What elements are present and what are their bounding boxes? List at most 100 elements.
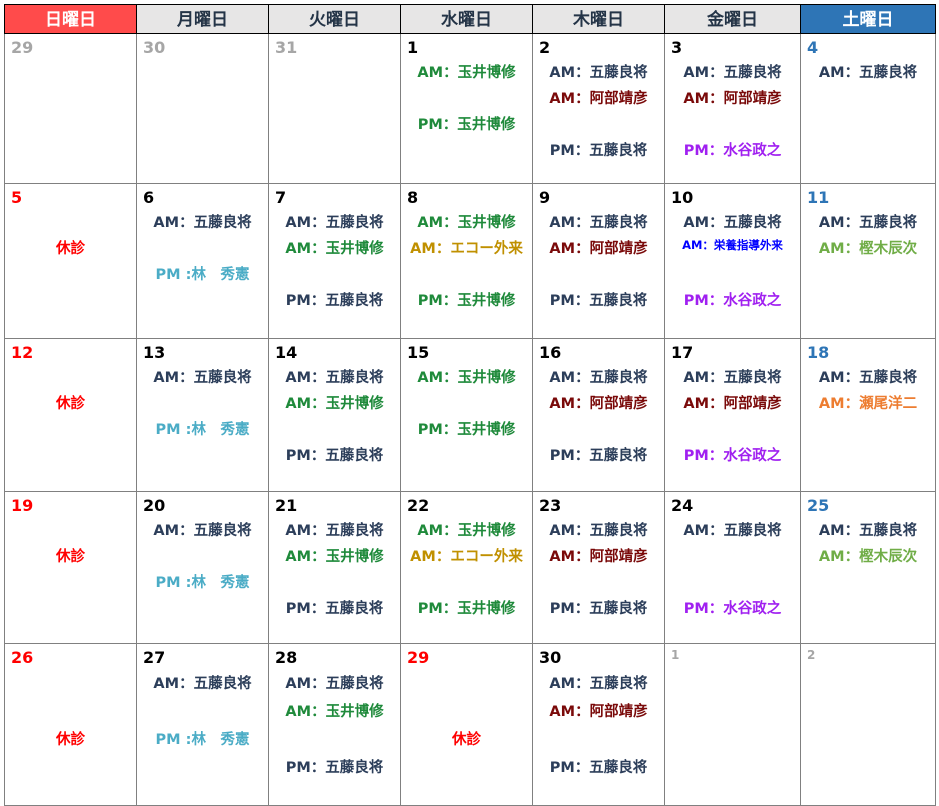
doctor-schedule-entry: PM :林 秀憲 xyxy=(155,732,250,748)
day-number: 2 xyxy=(539,38,551,57)
doctor-schedule-entry: PM：五藤良将 xyxy=(285,293,384,309)
doctor-schedule-entry: AM：エコー外来 xyxy=(410,241,523,257)
doctor-schedule-entry: AM：樫木辰次 xyxy=(818,549,918,565)
day-number: 27 xyxy=(143,648,166,667)
doctor-schedule-entry: AM：五藤良将 xyxy=(683,523,782,539)
day-cell: 28 AM：五藤良将 AM：玉井博修 PM：五藤良将 xyxy=(268,643,401,806)
day-cell: 10 AM：五藤良将 AM：栄養指導外来 PM：水谷政之 xyxy=(664,183,801,339)
day-number: 5 xyxy=(11,188,23,207)
day-cell: 3 AM：五藤良将 AM：阿部靖彦 PM：水谷政之 xyxy=(664,33,801,184)
doctor-schedule-entry: AM：五藤良将 xyxy=(683,215,782,231)
day-number: 7 xyxy=(275,188,287,207)
closed-label: 休診 xyxy=(452,732,481,748)
day-number: 3 xyxy=(671,38,683,57)
day-number: 26 xyxy=(11,648,34,667)
day-number: 11 xyxy=(807,188,830,207)
day-number: 2 xyxy=(807,648,816,662)
day-number: 29 xyxy=(407,648,430,667)
day-cell: 4 AM：五藤良将 xyxy=(800,33,936,184)
day-cell: 23 AM：五藤良将 AM：阿部靖彦 PM：五藤良将 xyxy=(532,491,665,644)
calendar-week-row: 19 休診 20 AM：五藤良将 PM :林 秀憲 21 AM：五藤良将 AM：玉井博修 PM：… xyxy=(4,491,936,644)
doctor-schedule-entry: AM：阿部靖彦 xyxy=(549,396,648,412)
doctor-schedule-entry: AM：玉井博修 xyxy=(285,241,384,257)
day-cell: 29 xyxy=(4,33,137,184)
doctor-schedule-entry: PM：玉井博修 xyxy=(417,293,516,309)
doctor-schedule-entry: AM：五藤良将 xyxy=(818,370,918,386)
doctor-schedule-entry: AM：玉井博修 xyxy=(417,65,516,81)
calendar-week-row: 5 休診 6 AM：五藤良将 PM :林 秀憲 7 AM：五藤良将 AM：玉井博修 PM：五藤良… xyxy=(4,183,936,339)
doctor-schedule-entry: AM：五藤良将 xyxy=(818,523,918,539)
day-cell: 31 xyxy=(268,33,401,184)
doctor-schedule-entry: AM：瀬尾洋二 xyxy=(818,396,918,412)
doctor-schedule-entry: AM：玉井博修 xyxy=(417,523,516,539)
doctor-schedule-entry: AM：五藤良将 xyxy=(153,676,252,692)
calendar-week-row: 12 休診 13 AM：五藤良将 PM :林 秀憲 14 AM：五藤良将 AM：玉井博修 PM：… xyxy=(4,338,936,492)
doctor-schedule-entry: AM：樫木辰次 xyxy=(818,241,918,257)
doctor-schedule-entry: PM：水谷政之 xyxy=(683,143,782,159)
day-number: 18 xyxy=(807,343,830,362)
day-cell: 19 休診 xyxy=(4,491,137,644)
day-cell: 16 AM：五藤良将 AM：阿部靖彦 PM：五藤良将 xyxy=(532,338,665,492)
day-number: 28 xyxy=(275,648,298,667)
day-number: 4 xyxy=(807,38,819,57)
monthly-calendar: 日曜日 月曜日 火曜日 水曜日 木曜日 金曜日 土曜日 29 30 31 1 AM：玉井博修 PM：玉… xyxy=(4,4,936,806)
doctor-schedule-entry: PM：五藤良将 xyxy=(549,448,648,464)
doctor-schedule-entry: AM：玉井博修 xyxy=(285,704,384,720)
weekday-header-tuesday: 火曜日 xyxy=(268,4,401,34)
day-cell: 30 AM：五藤良将 AM：阿部靖彦 PM：五藤良将 xyxy=(532,643,665,806)
day-number: 8 xyxy=(407,188,419,207)
day-number: 25 xyxy=(807,496,830,515)
doctor-schedule-entry: PM：玉井博修 xyxy=(417,422,516,438)
doctor-schedule-entry: AM：阿部靖彦 xyxy=(683,91,782,107)
doctor-schedule-entry: PM：五藤良将 xyxy=(549,601,648,617)
doctor-schedule-entry: AM：五藤良将 xyxy=(153,523,252,539)
day-number: 13 xyxy=(143,343,166,362)
doctor-schedule-entry: AM：五藤良将 xyxy=(818,65,918,81)
weekday-header-monday: 月曜日 xyxy=(136,4,269,34)
day-cell: 26 休診 xyxy=(4,643,137,806)
day-cell: 21 AM：五藤良将 AM：玉井博修 PM：五藤良将 xyxy=(268,491,401,644)
doctor-schedule-entry: PM：五藤良将 xyxy=(549,143,648,159)
doctor-schedule-entry: AM：阿部靖彦 xyxy=(683,396,782,412)
doctor-schedule-entry: AM：五藤良将 xyxy=(818,215,918,231)
doctor-schedule-entry: AM：五藤良将 xyxy=(153,215,252,231)
day-cell: 27 AM：五藤良将 PM :林 秀憲 xyxy=(136,643,269,806)
doctor-schedule-entry: AM：栄養指導外来 xyxy=(682,238,783,252)
day-cell: 1 xyxy=(664,643,801,806)
calendar-week-row: 29 30 31 1 AM：玉井博修 PM：玉井博修 2 AM：五藤良将 AM：阿部靖彦 PM：五… xyxy=(4,33,936,184)
doctor-schedule-entry: AM：玉井博修 xyxy=(285,396,384,412)
day-cell: 13 AM：五藤良将 PM :林 秀憲 xyxy=(136,338,269,492)
weekday-header-wednesday: 水曜日 xyxy=(400,4,533,34)
day-number: 14 xyxy=(275,343,298,362)
day-cell: 2 AM：五藤良将 AM：阿部靖彦 PM：五藤良将 xyxy=(532,33,665,184)
day-number: 21 xyxy=(275,496,298,515)
day-cell: 25 AM：五藤良将 AM：樫木辰次 xyxy=(800,491,936,644)
doctor-schedule-entry: PM :林 秀憲 xyxy=(155,267,250,283)
doctor-schedule-entry: PM :林 秀憲 xyxy=(155,422,250,438)
day-number: 9 xyxy=(539,188,551,207)
doctor-schedule-entry: AM：阿部靖彦 xyxy=(549,704,648,720)
day-cell: 14 AM：五藤良将 AM：玉井博修 PM：五藤良将 xyxy=(268,338,401,492)
doctor-schedule-entry: PM：五藤良将 xyxy=(549,760,648,776)
day-cell: 2 xyxy=(800,643,936,806)
doctor-schedule-entry: AM：五藤良将 xyxy=(549,215,648,231)
day-number: 1 xyxy=(671,648,680,662)
doctor-schedule-entry: AM：阿部靖彦 xyxy=(549,241,648,257)
day-number: 30 xyxy=(539,648,562,667)
doctor-schedule-entry: AM：五藤良将 xyxy=(549,65,648,81)
doctor-schedule-entry: PM：五藤良将 xyxy=(285,448,384,464)
day-number: 19 xyxy=(11,496,34,515)
day-cell: 6 AM：五藤良将 PM :林 秀憲 xyxy=(136,183,269,339)
day-cell: 12 休診 xyxy=(4,338,137,492)
day-cell: 11 AM：五藤良将 AM：樫木辰次 xyxy=(800,183,936,339)
weekday-header-thursday: 木曜日 xyxy=(532,4,665,34)
doctor-schedule-entry: AM：阿部靖彦 xyxy=(549,549,648,565)
doctor-schedule-entry: PM：玉井博修 xyxy=(417,117,516,133)
day-number: 15 xyxy=(407,343,430,362)
day-cell: 17 AM：五藤良将 AM：阿部靖彦 PM：水谷政之 xyxy=(664,338,801,492)
day-number: 6 xyxy=(143,188,155,207)
day-number: 31 xyxy=(275,38,298,57)
doctor-schedule-entry: AM：玉井博修 xyxy=(417,215,516,231)
closed-label: 休診 xyxy=(56,241,85,257)
doctor-schedule-entry: AM：五藤良将 xyxy=(153,370,252,386)
